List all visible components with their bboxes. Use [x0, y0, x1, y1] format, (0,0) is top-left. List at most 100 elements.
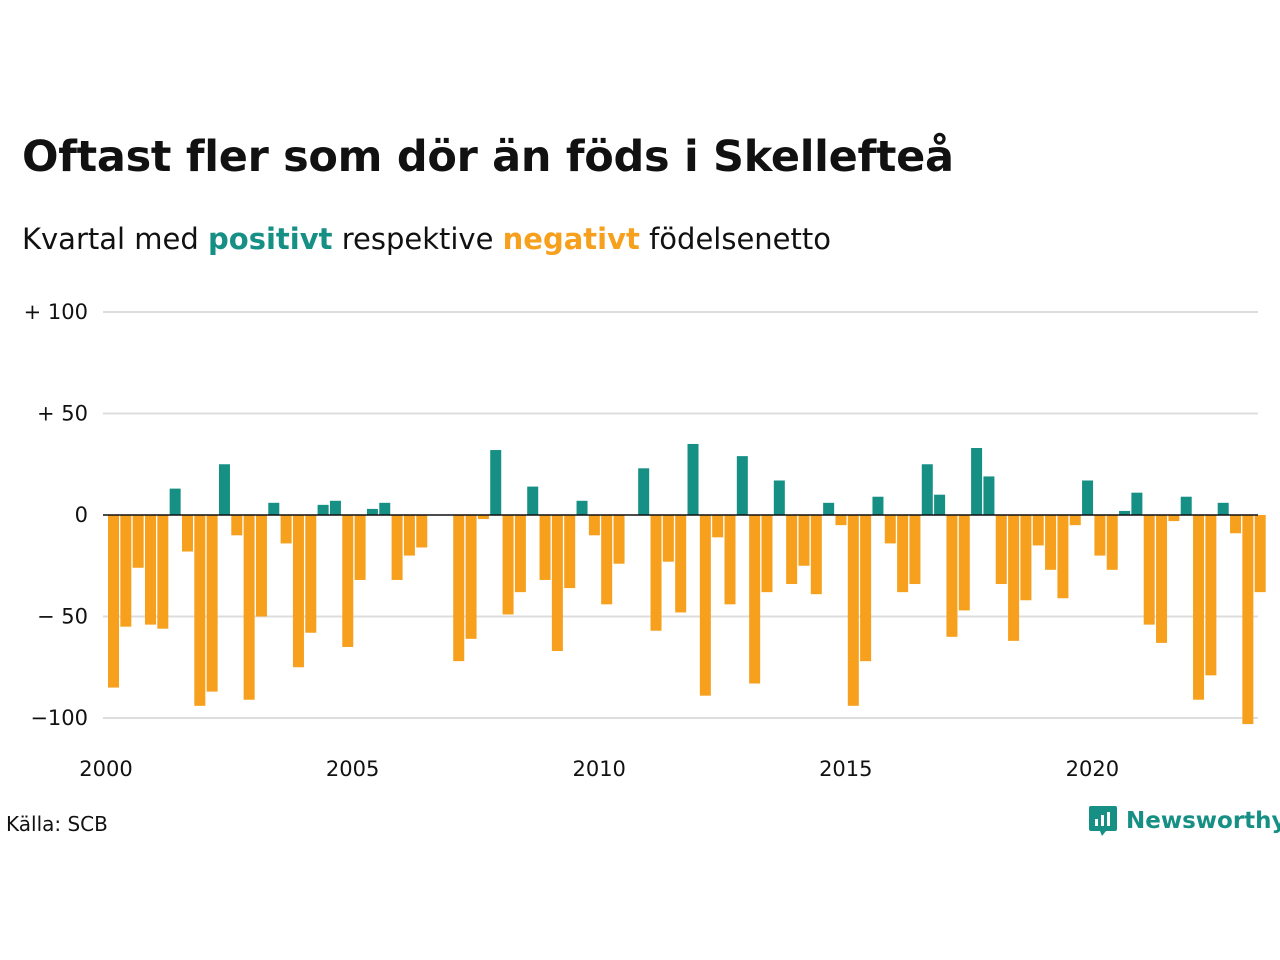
bar-negative: [860, 515, 872, 662]
bar-negative: [391, 515, 403, 580]
bar-negative: [1069, 515, 1081, 526]
x-tick-label: 2015: [819, 757, 872, 781]
y-tick-label: −100: [30, 706, 88, 730]
bar-negative: [761, 515, 773, 593]
bar-positive: [169, 488, 181, 515]
bar-negative: [206, 515, 218, 692]
bar-negative: [108, 515, 119, 688]
bar-negative: [1032, 515, 1044, 546]
bar-positive: [366, 508, 378, 515]
bar-negative: [1254, 515, 1266, 593]
bar-negative: [601, 515, 613, 605]
bars: [108, 443, 1266, 725]
bar-positive: [1131, 492, 1143, 515]
bar-negative: [613, 515, 625, 564]
bar-negative: [255, 515, 267, 617]
bar-negative: [588, 515, 600, 536]
bar-positive: [921, 464, 933, 515]
bar-positive: [687, 443, 699, 515]
bar-negative: [551, 515, 563, 652]
source-note: Källa: SCB: [6, 812, 108, 836]
bar-negative: [465, 515, 477, 639]
bar-positive: [823, 502, 835, 515]
bar-negative: [810, 515, 822, 595]
bar-negative: [650, 515, 662, 631]
legend-positive: positivt: [208, 222, 333, 256]
bar-negative: [342, 515, 354, 647]
bar-negative: [157, 515, 169, 629]
bar-positive: [638, 468, 650, 515]
bar-negative: [144, 515, 156, 625]
bar-negative: [1193, 515, 1205, 700]
bar-negative: [847, 515, 859, 706]
y-tick-label: 0: [75, 503, 88, 527]
bar-negative: [1205, 515, 1217, 676]
bar-negative: [675, 515, 687, 613]
bar-negative: [1106, 515, 1118, 570]
bar-positive: [1180, 496, 1192, 515]
bar-negative: [1008, 515, 1020, 641]
bar-positive: [379, 502, 391, 515]
bar-positive: [329, 500, 341, 515]
bar-negative: [749, 515, 761, 684]
bar-negative: [958, 515, 970, 611]
bar-negative: [231, 515, 243, 536]
bar-negative: [120, 515, 132, 627]
subtitle-prefix: Kvartal med: [22, 222, 199, 256]
x-tick-label: 2010: [572, 757, 625, 781]
bar-negative: [1094, 515, 1106, 556]
bar-negative: [477, 515, 489, 520]
bar-positive: [317, 504, 329, 515]
bar-negative: [699, 515, 711, 696]
bar-negative: [243, 515, 255, 700]
bar-negative: [539, 515, 551, 580]
subtitle-middle: respektive: [341, 222, 494, 256]
bar-positive: [1082, 480, 1094, 515]
bar-negative: [354, 515, 366, 580]
bar-negative: [564, 515, 576, 589]
bar-positive: [773, 480, 785, 515]
bar-negative: [502, 515, 514, 615]
bar-positive: [736, 456, 748, 515]
bar-positive: [218, 464, 230, 515]
bar-positive: [490, 450, 502, 515]
bar-negative: [1045, 515, 1057, 570]
bar-negative: [403, 515, 415, 556]
bar-negative: [897, 515, 909, 593]
bar-negative: [280, 515, 292, 544]
bar-negative: [662, 515, 674, 562]
bar-chart: + 100 + 50 0 − 50 −100 2000 2005 2010 2015 2020: [24, 300, 1266, 781]
bar-positive: [1119, 510, 1131, 515]
bar-positive: [934, 494, 946, 515]
x-tick-label: 2000: [79, 757, 132, 781]
bar-negative: [724, 515, 736, 605]
x-tick-label: 2020: [1066, 757, 1119, 781]
bar-negative: [712, 515, 724, 538]
bar-negative: [292, 515, 304, 668]
bar-negative: [798, 515, 810, 566]
subtitle-suffix: födelsenetto: [649, 222, 831, 256]
bar-negative: [194, 515, 206, 706]
brand-logo: Newsworthy: [1088, 804, 1280, 838]
newsworthy-logo-icon: [1089, 806, 1117, 836]
bar-positive: [872, 496, 884, 515]
brand-name: Newsworthy: [1126, 808, 1280, 834]
bar-negative: [786, 515, 798, 585]
bar-positive: [971, 448, 983, 515]
bar-positive: [527, 486, 539, 515]
bar-negative: [1143, 515, 1155, 625]
bar-negative: [181, 515, 193, 552]
bar-positive: [576, 500, 588, 515]
bar-negative: [1168, 515, 1180, 522]
bar-negative: [1020, 515, 1032, 601]
bar-negative: [453, 515, 465, 662]
bar-negative: [909, 515, 921, 585]
bar-negative: [1057, 515, 1069, 599]
y-tick-label: + 100: [24, 300, 88, 324]
x-tick-label: 2005: [326, 757, 379, 781]
bar-positive: [268, 502, 280, 515]
bar-negative: [132, 515, 144, 568]
bar-negative: [514, 515, 526, 593]
bar-negative: [835, 515, 847, 526]
bar-positive: [1217, 502, 1229, 515]
